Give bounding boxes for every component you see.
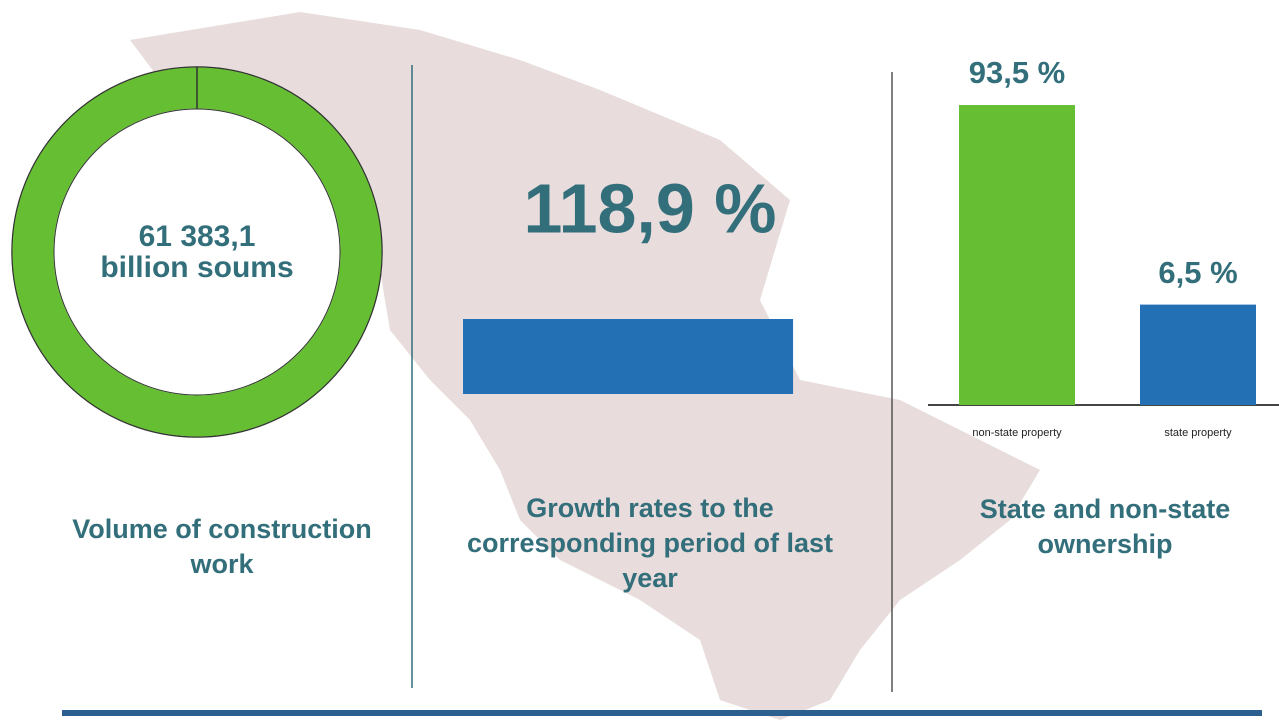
x-tick-label: state property bbox=[1164, 427, 1232, 439]
center-label: billion soums bbox=[100, 251, 293, 284]
center-label: 61 383,1 bbox=[139, 220, 256, 253]
caption: Growth rates to the corresponding period… bbox=[466, 493, 834, 593]
value-label: 6,5 % bbox=[1158, 255, 1237, 290]
x-tick-label: non-state property bbox=[972, 427, 1062, 439]
value-label: 93,5 % bbox=[969, 55, 1066, 90]
value-label: 118,9 % bbox=[524, 169, 777, 247]
caption: State and non-state ownership bbox=[979, 494, 1231, 559]
bar bbox=[959, 105, 1075, 405]
bar bbox=[463, 319, 794, 394]
caption: Volume of construction work bbox=[72, 514, 372, 579]
bar bbox=[1140, 304, 1256, 405]
